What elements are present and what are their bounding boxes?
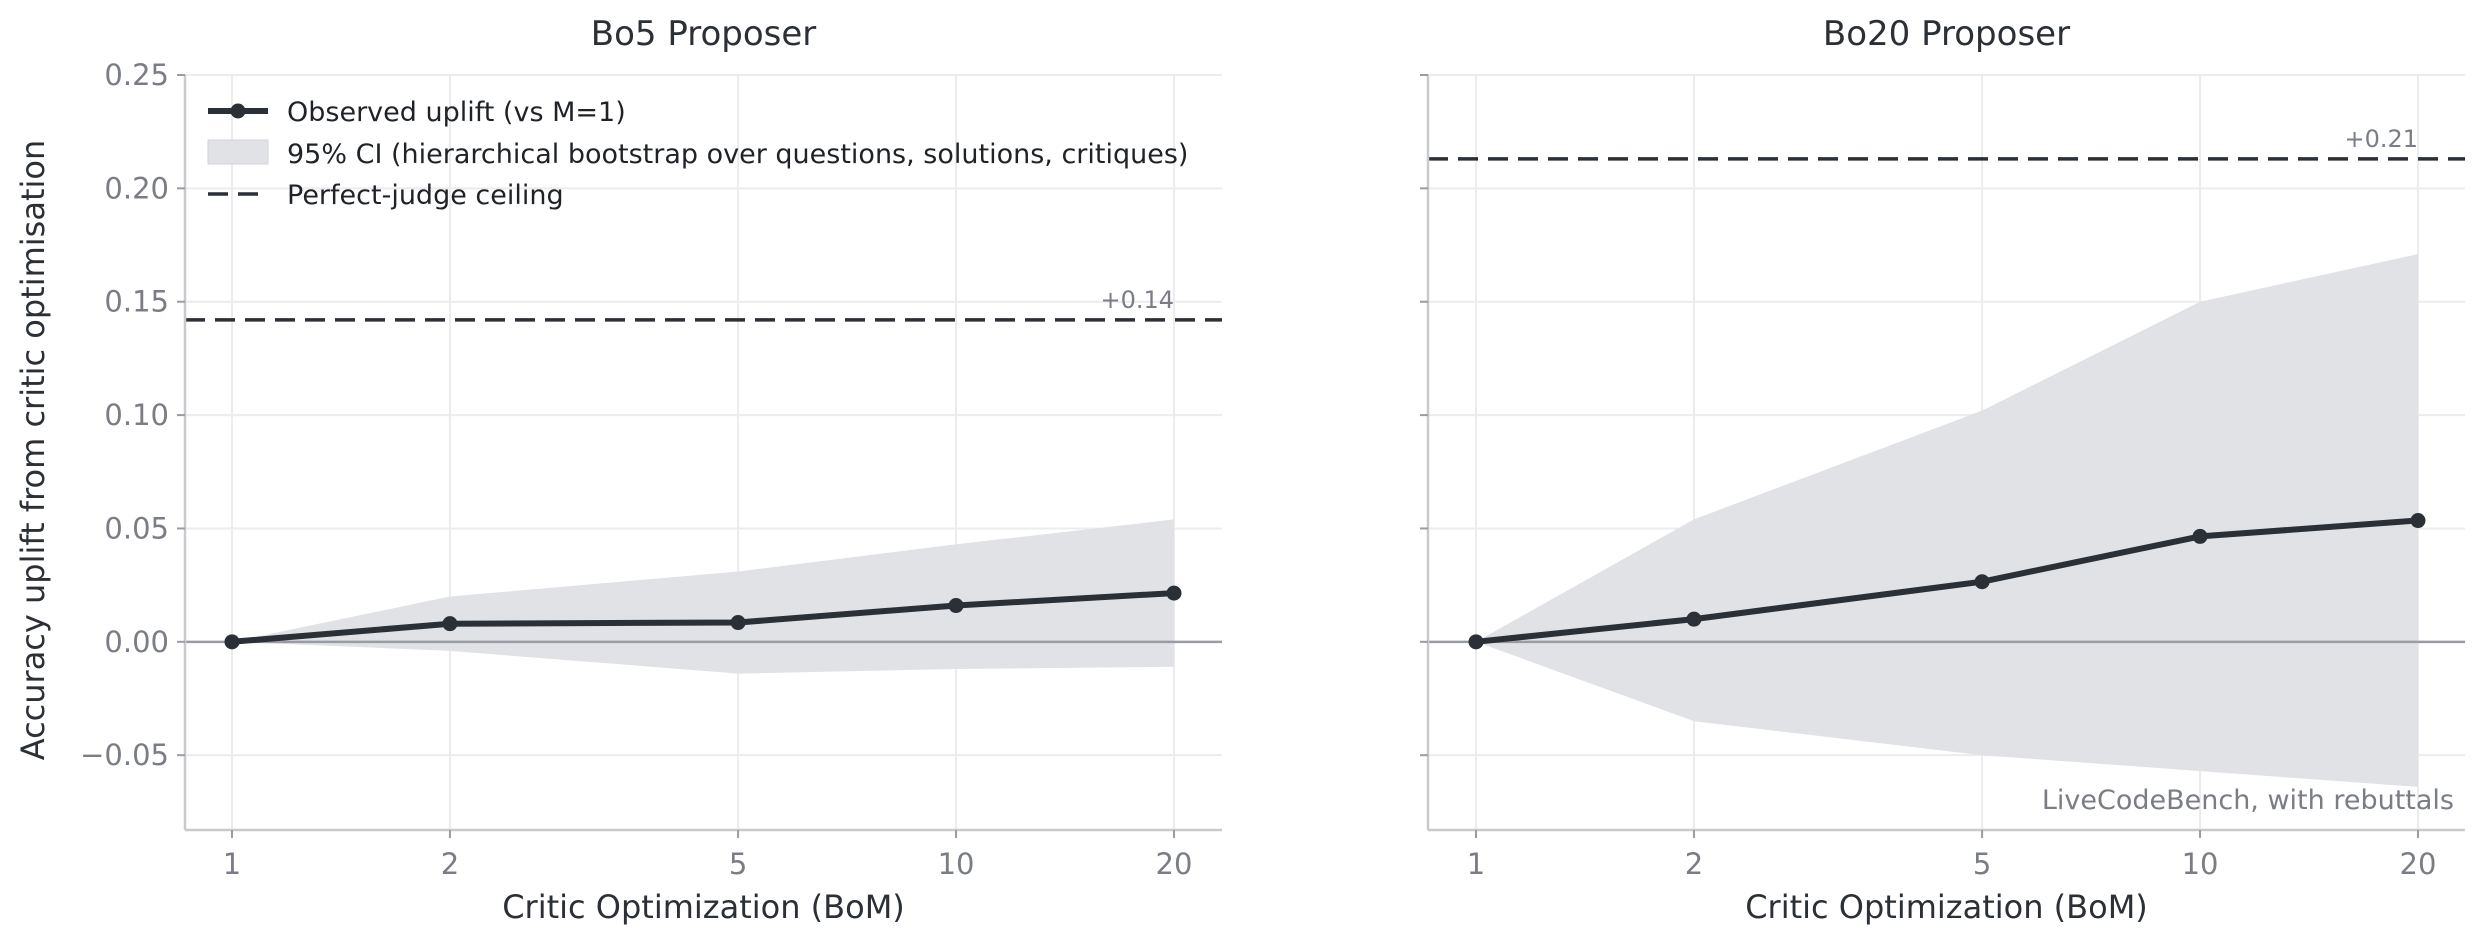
data-point (1468, 634, 1484, 650)
panel-title: Bo20 Proposer (1823, 14, 2070, 54)
data-point (2410, 513, 2426, 529)
data-point (1974, 574, 1990, 590)
x-tick-label: 5 (729, 847, 747, 881)
legend-band-swatch (207, 139, 269, 165)
data-point (948, 598, 964, 614)
legend-marker-swatch (230, 103, 246, 119)
y-tick-label: 0.05 (104, 511, 169, 545)
x-tick-label: 5 (1973, 847, 1991, 881)
y-axis-label: Accuracy uplift from critic optimisation (14, 140, 52, 761)
y-tick-label: 0.10 (104, 398, 169, 432)
ci-band (1476, 254, 2418, 787)
x-axis-label: Critic Optimization (BoM) (502, 888, 905, 926)
data-point (2192, 528, 2208, 544)
x-tick-label: 2 (441, 847, 459, 881)
y-tick-label: 0.25 (104, 58, 169, 92)
x-tick-label: 10 (2182, 847, 2219, 881)
legend-ceiling-label: Perfect-judge ceiling (287, 180, 564, 211)
ci-band (232, 519, 1174, 674)
x-tick-label: 20 (2400, 847, 2437, 881)
panel-bo20: +0.21 1 2 5 10 20 Bo20 Proposer Critic Optimiza… (1420, 14, 2465, 926)
panel-title: Bo5 Proposer (591, 14, 817, 54)
y-tick-label: 0.00 (104, 625, 169, 659)
x-tick-label: 10 (938, 847, 975, 881)
y-tick-label: 0.20 (104, 171, 169, 205)
ceiling-value-label: +0.21 (2344, 125, 2418, 153)
data-point (224, 634, 240, 650)
x-axis-label: Critic Optimization (BoM) (1745, 888, 2148, 926)
ceiling-value-label: +0.14 (1100, 286, 1174, 314)
x-tick-label: 1 (223, 847, 241, 881)
x-tick-label: 20 (1156, 847, 1193, 881)
data-point (1686, 611, 1702, 627)
x-tick-label: 1 (1467, 847, 1485, 881)
data-point (1166, 585, 1182, 601)
x-tick-label: 2 (1685, 847, 1703, 881)
legend: Observed uplift (vs M=1) 95% CI (hierarch… (207, 97, 1188, 211)
panel-bo5: +0.14 −0.05 0.00 0.05 0.10 0.15 0.20 0.25 1 2 5 10 2… (80, 14, 1222, 926)
y-tick-label: −0.05 (80, 738, 169, 772)
panel-annotation: LiveCodeBench, with rebuttals (2042, 785, 2454, 816)
legend-band-label: 95% CI (hierarchical bootstrap over ques… (287, 139, 1188, 170)
data-point (730, 615, 746, 631)
y-tick-label: 0.15 (104, 285, 169, 319)
data-point (442, 616, 458, 632)
legend-line-label: Observed uplift (vs M=1) (287, 97, 626, 128)
